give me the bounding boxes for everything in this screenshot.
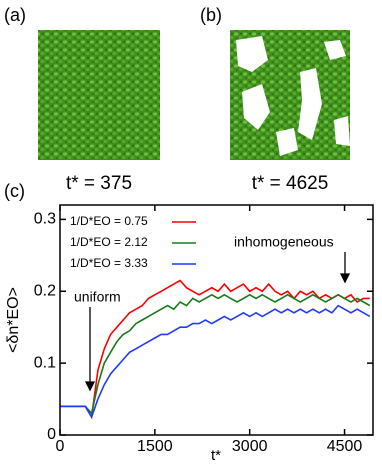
y-tick-label: 0.2 bbox=[34, 282, 56, 299]
annotation: inhomogeneous bbox=[234, 234, 334, 250]
arrow bbox=[84, 252, 351, 392]
legend-label: 1/D*EO = 0.75 bbox=[70, 214, 148, 228]
snapshot-b bbox=[230, 30, 350, 160]
x-tick-label: 3000 bbox=[232, 438, 268, 455]
y-axis-label: <δn*EO> bbox=[5, 287, 22, 353]
snapshot-a bbox=[38, 30, 160, 160]
panel-label: (a) bbox=[4, 5, 26, 25]
caption: t* = 375 bbox=[66, 173, 132, 194]
annotation: uniform bbox=[74, 289, 121, 305]
caption: t* = 4625 bbox=[252, 173, 329, 194]
legend-label: 1/D*EO = 2.12 bbox=[70, 235, 148, 249]
y-tick-label: 0.1 bbox=[34, 354, 56, 371]
x-tick-label: 1500 bbox=[137, 438, 173, 455]
y-tick-label: 0.3 bbox=[34, 211, 56, 228]
x-axis-label: t* bbox=[211, 447, 221, 464]
x-tick-label: 4500 bbox=[327, 438, 363, 455]
plot-frame bbox=[59, 204, 374, 436]
series-line bbox=[60, 293, 371, 416]
y-tick-label: 0 bbox=[47, 426, 56, 443]
panel-label: (c) bbox=[4, 181, 25, 201]
legend-label: 1/D*EO = 3.33 bbox=[70, 256, 148, 270]
panel-label: (b) bbox=[200, 5, 222, 25]
x-tick-label: 0 bbox=[56, 438, 65, 455]
series-line bbox=[60, 304, 371, 419]
